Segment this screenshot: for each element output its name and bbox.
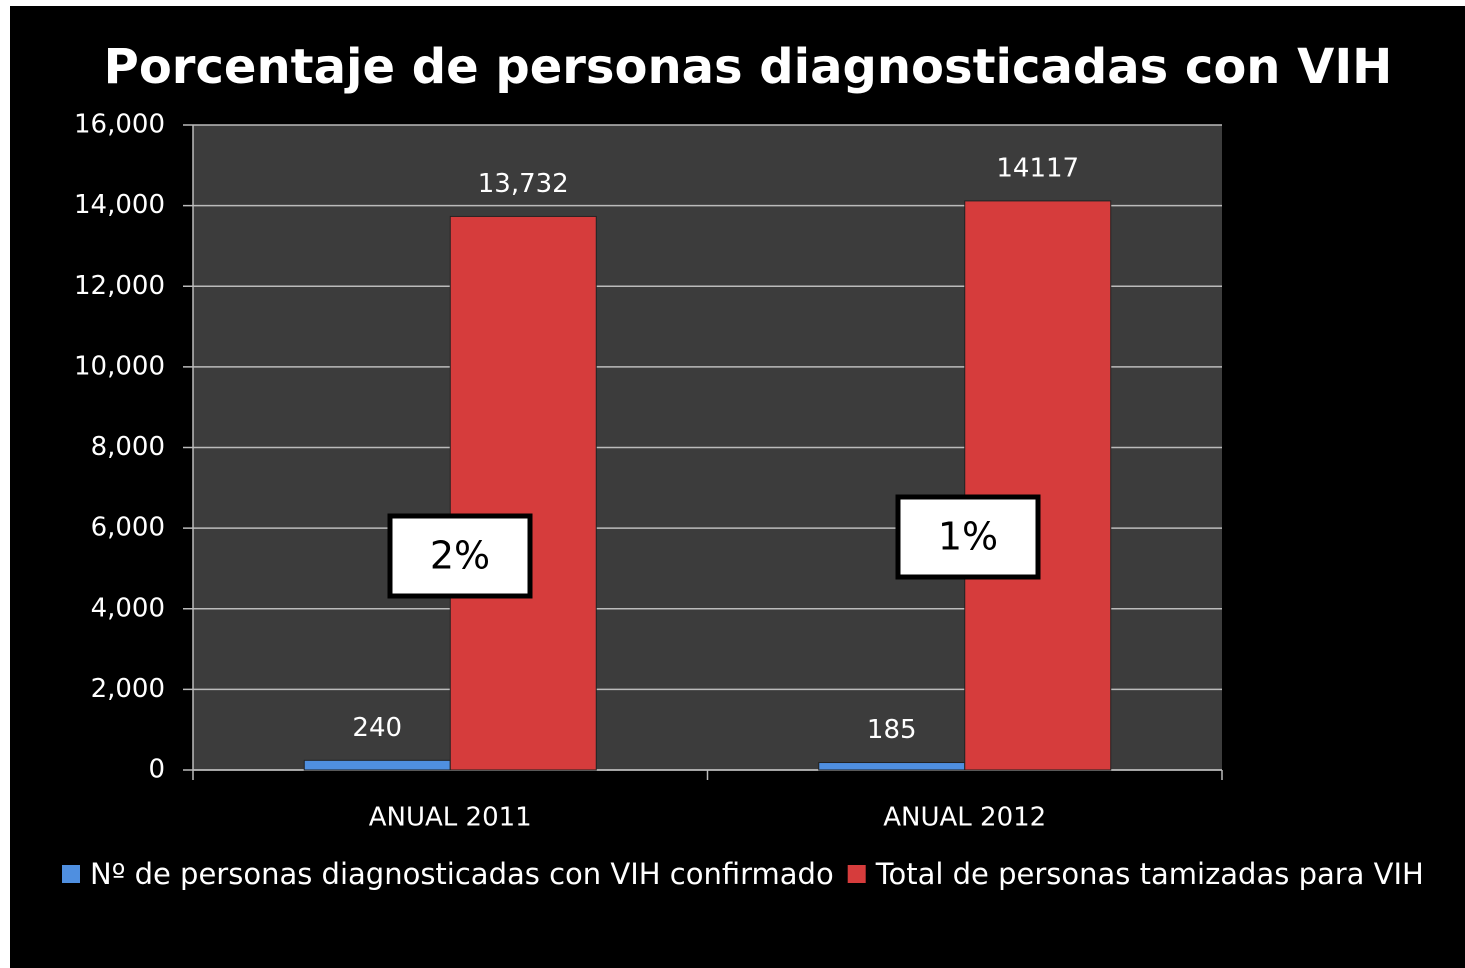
y-tick-label: 2,000 [91, 674, 165, 704]
x-tick-label: ANUAL 2011 [369, 803, 532, 833]
y-tick-label: 8,000 [91, 432, 165, 462]
bar [303, 759, 451, 771]
data-label: 13,732 [478, 169, 569, 199]
bar [818, 762, 966, 771]
y-tick-label: 0 [148, 755, 165, 785]
y-tick-label: 12,000 [74, 271, 165, 301]
y-tick-label: 10,000 [74, 351, 165, 381]
annotation-box [895, 494, 1041, 580]
data-label: 14117 [996, 153, 1079, 183]
data-label: 185 [867, 715, 917, 745]
legend-swatch [62, 865, 80, 883]
data-label: 240 [352, 713, 402, 743]
y-tick-label: 14,000 [74, 190, 165, 220]
legend-swatch [847, 865, 866, 883]
annotation-box [387, 513, 533, 599]
bar [449, 215, 597, 771]
y-tick-label: 6,000 [91, 513, 165, 543]
bar [964, 200, 1112, 771]
annotation: 1% [938, 515, 998, 559]
legend-label: Total de personas tamizadas para VIH [875, 857, 1424, 891]
annotation: 2% [430, 534, 490, 578]
x-tick-label: ANUAL 2012 [883, 803, 1046, 833]
legend-label: Nº de personas diagnosticadas con VIH co… [90, 857, 834, 891]
chart-title: Porcentaje de personas diagnosticadas co… [104, 39, 1393, 95]
y-tick-label: 4,000 [91, 593, 165, 623]
y-tick-label: 16,000 [74, 110, 165, 140]
